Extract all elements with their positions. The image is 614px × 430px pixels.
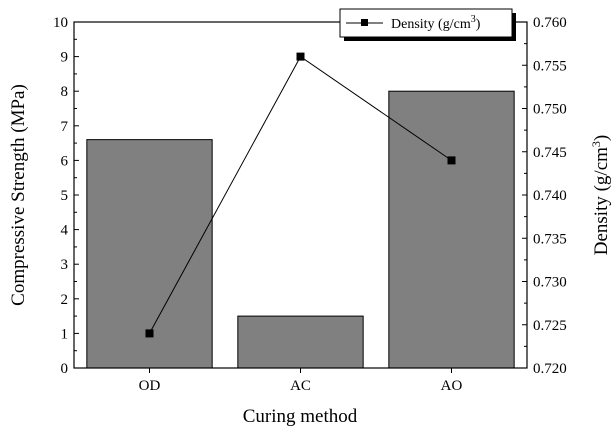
x-tick-label: AC: [290, 378, 311, 394]
left-tick-label: 1: [61, 326, 69, 342]
right-tick-label: 0.740: [533, 188, 567, 204]
right-tick-label: 0.750: [533, 102, 567, 118]
legend-label-end: ): [476, 17, 481, 32]
left-tick-label: 6: [61, 153, 69, 169]
legend-label-sup: 3: [471, 14, 476, 25]
left-tick-label: 0: [61, 361, 69, 377]
right-tick-label: 0.720: [533, 361, 567, 377]
right-tick-label: 0.735: [533, 231, 567, 247]
left-tick-label: 9: [61, 50, 69, 66]
left-tick-label: 7: [61, 119, 69, 135]
bar-ao: [388, 90, 515, 369]
right-tick-label: 0.730: [533, 275, 567, 291]
legend-label: Density (g/cm3): [391, 14, 481, 32]
left-tick-label: 10: [53, 15, 68, 31]
density-point-ao: [447, 156, 456, 165]
right-tick-label: 0.725: [533, 318, 567, 334]
x-axis-title: Curing method: [243, 406, 358, 427]
left-tick-label: 2: [61, 292, 69, 308]
right-tick-label: 0.745: [533, 145, 567, 161]
left-tick-label: 8: [61, 84, 69, 100]
x-tick-label: AO: [441, 378, 463, 394]
right-axis-title-main: Density (g/cm: [591, 147, 612, 255]
left-tick-label: 3: [61, 257, 69, 273]
legend-label-main: Density (g/cm: [391, 17, 471, 32]
left-tick-label: 5: [61, 188, 69, 204]
legend: Density (g/cm3): [339, 8, 516, 41]
right-axis-title-sup: 3: [589, 141, 603, 147]
x-axis-ticks: OD AC AO: [139, 368, 463, 394]
legend-marker-swatch: [361, 19, 368, 26]
left-axis-ticks: 0 1 2 3 4 5 6 7 8 9 10: [53, 15, 79, 377]
right-tick-label: 0.760: [533, 15, 567, 31]
right-tick-label: 0.755: [533, 58, 567, 74]
left-tick-label: 4: [61, 223, 69, 239]
left-axis-title: Compressive Strength (MPa): [8, 84, 29, 306]
density-point-od: [145, 329, 154, 338]
x-tick-label: OD: [139, 378, 161, 394]
right-axis-ticks: 0.720 0.725 0.730 0.735 0.740 0.745 0.750 0.755…: [522, 15, 567, 377]
right-axis-title-end: ): [591, 135, 612, 141]
right-axis-title: Density (g/cm3): [589, 135, 612, 256]
bar-ac: [237, 315, 364, 369]
bar-group: [86, 90, 515, 369]
density-point-ac: [296, 52, 305, 61]
density-line-group: [145, 52, 456, 338]
